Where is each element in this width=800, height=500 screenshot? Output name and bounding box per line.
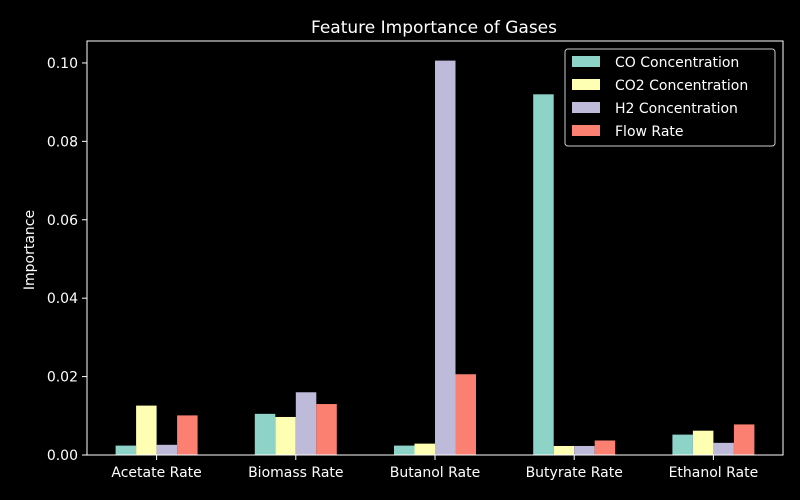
bar-co-concentration-ethanol-rate [672, 435, 693, 455]
x-tick-label: Butanol Rate [390, 465, 480, 481]
bar-co-concentration-biomass-rate [255, 414, 275, 455]
x-tick-label: Butyrate Rate [526, 465, 623, 481]
legend-label: H2 Concentration [615, 101, 738, 117]
bar-flow-rate-butyrate-rate [595, 440, 616, 455]
x-tick-label: Acetate Rate [111, 465, 201, 481]
y-axis-label: Importance [22, 210, 38, 290]
legend-swatch [572, 79, 600, 90]
legend-label: Flow Rate [615, 124, 684, 140]
bar-co-concentration-butanol-rate [394, 446, 415, 455]
bar-co-concentration-acetate-rate [116, 446, 137, 455]
legend-label: CO2 Concentration [615, 78, 748, 94]
bar-co2-concentration-butanol-rate [415, 444, 436, 455]
bar-flow-rate-acetate-rate [177, 415, 198, 455]
bar-co2-concentration-acetate-rate [136, 406, 157, 455]
x-tick-label: Ethanol Rate [669, 465, 759, 481]
legend-swatch [572, 125, 600, 136]
bar-co-concentration-butyrate-rate [533, 94, 554, 455]
chart-title: Feature Importance of Gases [311, 18, 557, 38]
y-tick-label: 0.06 [47, 213, 78, 229]
legend-swatch [572, 56, 600, 67]
bar-co2-concentration-butyrate-rate [554, 446, 575, 455]
y-tick-label: 0.04 [47, 291, 78, 307]
bar-h2-concentration-acetate-rate [157, 445, 178, 455]
y-tick-label: 0.00 [47, 448, 78, 464]
bar-flow-rate-biomass-rate [316, 404, 337, 455]
legend-label: CO Concentration [615, 55, 739, 71]
legend: CO Concentration CO2 Concentration H2 Conc… [565, 49, 775, 146]
y-tick-label: 0.02 [47, 370, 78, 386]
bar-h2-concentration-butyrate-rate [574, 446, 595, 455]
bar-flow-rate-ethanol-rate [734, 424, 755, 455]
bar-h2-concentration-ethanol-rate [713, 443, 734, 455]
bar-h2-concentration-butanol-rate [435, 61, 456, 455]
bar-co2-concentration-ethanol-rate [693, 431, 714, 455]
bar-co2-concentration-biomass-rate [275, 417, 296, 455]
y-tick-label: 0.08 [47, 134, 78, 150]
legend-swatch [572, 102, 600, 113]
bar-h2-concentration-biomass-rate [296, 392, 317, 455]
y-tick-label: 0.10 [47, 56, 78, 72]
x-tick-label: Biomass Rate [248, 465, 343, 481]
bar-flow-rate-butanol-rate [456, 374, 477, 455]
